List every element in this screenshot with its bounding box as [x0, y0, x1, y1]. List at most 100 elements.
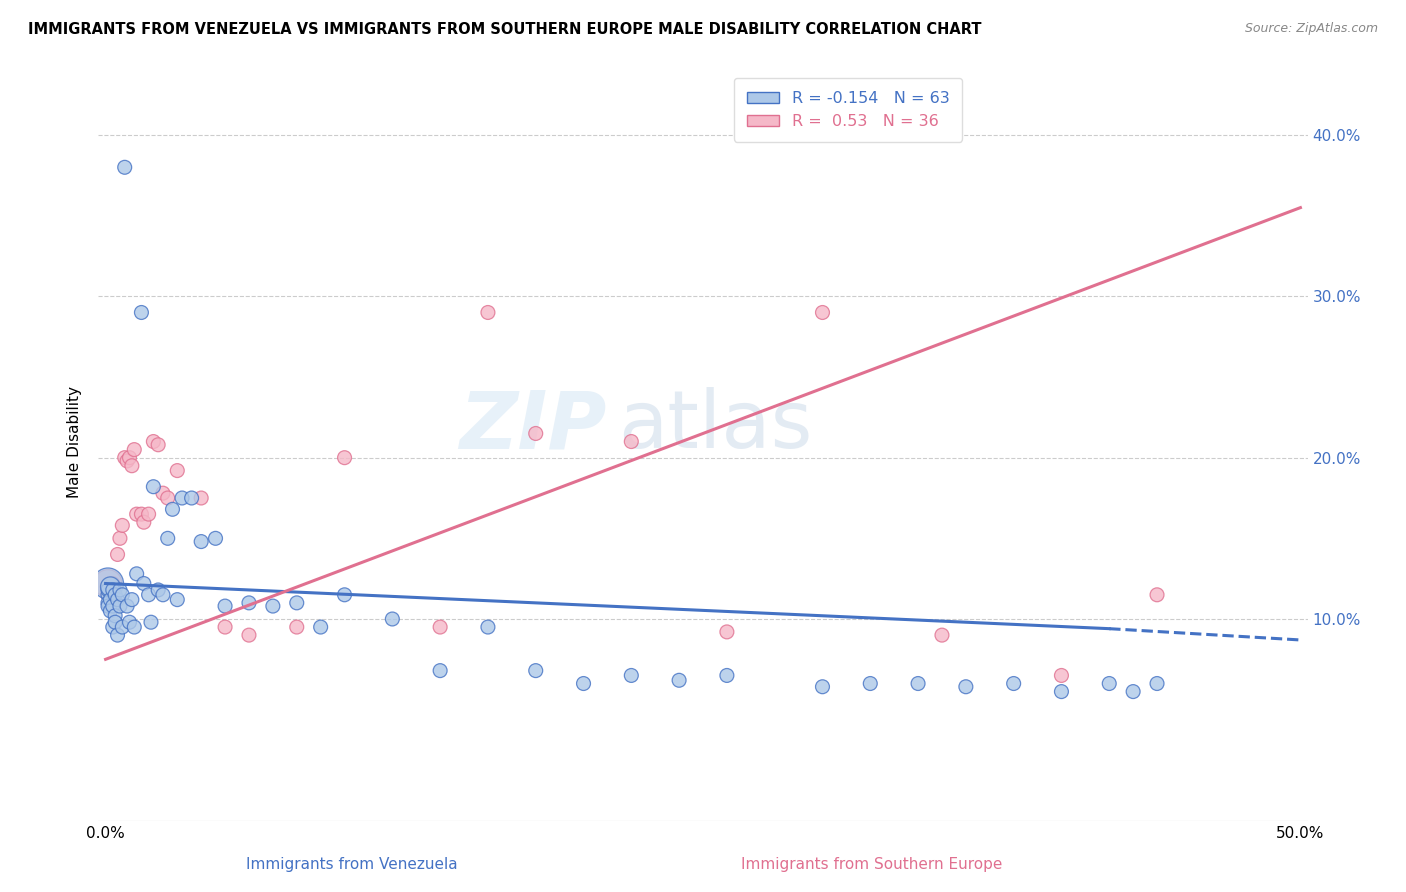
Point	[238, 628, 260, 642]
Point	[98, 580, 121, 594]
Point	[97, 576, 120, 591]
Point	[101, 576, 124, 591]
Point	[108, 599, 131, 613]
Point	[101, 582, 124, 597]
Point	[214, 599, 236, 613]
Point	[107, 628, 129, 642]
Point	[955, 680, 977, 694]
Point	[118, 615, 141, 630]
Point	[1050, 668, 1073, 682]
Point	[104, 592, 127, 607]
Text: IMMIGRANTS FROM VENEZUELA VS IMMIGRANTS FROM SOUTHERN EUROPE MALE DISABILITY COR: IMMIGRANTS FROM VENEZUELA VS IMMIGRANTS …	[28, 22, 981, 37]
Point	[190, 491, 212, 505]
Point	[859, 676, 882, 690]
Point	[811, 680, 834, 694]
Point	[107, 592, 129, 607]
Text: atlas: atlas	[619, 387, 813, 466]
Text: Source: ZipAtlas.com: Source: ZipAtlas.com	[1244, 22, 1378, 36]
Point	[620, 434, 643, 449]
Point	[152, 588, 174, 602]
Point	[620, 668, 643, 682]
Point	[111, 620, 134, 634]
Point	[180, 491, 202, 505]
Point	[121, 592, 143, 607]
Point	[111, 588, 134, 602]
Point	[429, 620, 451, 634]
Point	[381, 612, 404, 626]
Point	[104, 608, 127, 623]
Point	[111, 518, 134, 533]
Point	[524, 426, 547, 441]
Point	[1146, 676, 1168, 690]
Point	[190, 534, 212, 549]
Point	[214, 620, 236, 634]
Point	[97, 596, 120, 610]
Point	[98, 582, 121, 597]
Point	[238, 596, 260, 610]
Y-axis label: Male Disability: Male Disability	[67, 385, 83, 498]
Point	[309, 620, 332, 634]
Point	[716, 624, 738, 639]
Point	[152, 486, 174, 500]
Point	[668, 673, 690, 688]
Point	[97, 582, 120, 597]
Text: ZIP: ZIP	[458, 387, 606, 466]
Point	[1098, 676, 1121, 690]
Point	[139, 615, 162, 630]
Point	[114, 161, 136, 175]
Point	[146, 582, 169, 597]
Point	[108, 532, 131, 546]
Point	[131, 507, 153, 521]
Point	[477, 620, 499, 634]
Point	[125, 507, 148, 521]
Point	[101, 620, 124, 634]
Point	[204, 532, 226, 546]
Point	[118, 450, 141, 465]
Text: Immigrants from Venezuela: Immigrants from Venezuela	[246, 857, 457, 872]
Point	[121, 458, 143, 473]
Point	[132, 515, 155, 529]
Point	[1002, 676, 1025, 690]
Point	[98, 592, 121, 607]
Point	[97, 588, 120, 602]
Point	[122, 442, 145, 457]
Point	[572, 676, 595, 690]
Point	[811, 305, 834, 319]
Point	[477, 305, 499, 319]
Point	[285, 620, 308, 634]
Point	[101, 599, 124, 613]
Point	[108, 582, 131, 597]
Point	[138, 588, 160, 602]
Point	[907, 676, 929, 690]
Point	[142, 434, 165, 449]
Point	[104, 615, 127, 630]
Point	[107, 548, 129, 562]
Point	[131, 305, 153, 319]
Point	[115, 454, 138, 468]
Point	[138, 507, 160, 521]
Point	[104, 588, 127, 602]
Point	[142, 480, 165, 494]
Point	[97, 576, 120, 591]
Point	[333, 450, 356, 465]
Point	[146, 438, 169, 452]
Point	[931, 628, 953, 642]
Point	[156, 532, 179, 546]
Point	[122, 620, 145, 634]
Point	[166, 464, 188, 478]
Point	[170, 491, 193, 505]
Point	[524, 664, 547, 678]
Point	[125, 566, 148, 581]
Point	[429, 664, 451, 678]
Point	[114, 450, 136, 465]
Point	[716, 668, 738, 682]
Legend: R = -0.154   N = 63, R =  0.53   N = 36: R = -0.154 N = 63, R = 0.53 N = 36	[734, 78, 962, 142]
Point	[1050, 684, 1073, 698]
Point	[132, 576, 155, 591]
Text: Immigrants from Southern Europe: Immigrants from Southern Europe	[741, 857, 1002, 872]
Point	[1122, 684, 1144, 698]
Point	[97, 588, 120, 602]
Point	[166, 592, 188, 607]
Point	[156, 491, 179, 505]
Point	[162, 502, 184, 516]
